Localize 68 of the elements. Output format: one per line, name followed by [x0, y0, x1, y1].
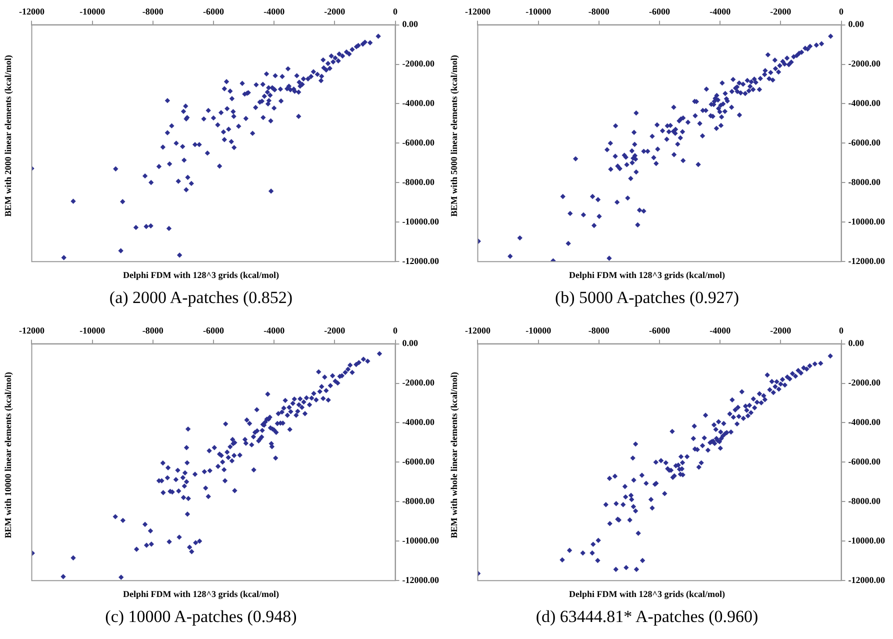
x-tick-label: -6000 [203, 326, 224, 336]
y-tick-label: -6000.00 [402, 138, 435, 148]
text: (b) 5000 A-patches (0.927) [554, 288, 740, 308]
y-tick-label: -6000.00 [402, 456, 435, 467]
x-axis-title: Delphi FDM with 128^3 grids (kcal/mol) [568, 589, 726, 599]
y-tick-label: -4000.00 [848, 98, 881, 108]
y-tick-label: -8000.00 [402, 176, 435, 187]
y-tick-label: -8000.00 [402, 496, 435, 506]
x-tick-label: -6000 [649, 326, 670, 336]
x-tick-label: -12000 [19, 6, 45, 17]
y-tick-label: -8000.00 [848, 496, 881, 506]
y-tick-label: 0.00 [402, 19, 419, 30]
y-tick-label: -10000.00 [848, 535, 886, 546]
x-tick-label: -8000 [588, 326, 610, 336]
x-tick-label: -4000 [264, 6, 286, 17]
x-axis-title: Delphi FDM with 128^3 grids (kcal/mol) [122, 270, 280, 280]
x-tick-label: -8000 [588, 6, 610, 17]
y-tick-label: 0.00 [848, 19, 865, 30]
y-tick-label: -10000.00 [402, 216, 440, 226]
y-axis-title: BEM with 5000 linear elements (kcal/mol) [449, 55, 459, 217]
x-axis-title: Delphi FDM with 128^3 grids (kcal/mol) [568, 270, 726, 280]
x-tick-label: 0 [393, 6, 398, 17]
y-tick-label: -2000.00 [402, 58, 435, 69]
x-tick-label: -2000 [770, 326, 792, 336]
text: (c) 10000 A-patches (0.948) [104, 607, 298, 627]
y-axis-title: BEM with 10000 linear elements (kcal/mol) [3, 372, 13, 538]
x-tick-label: -10000 [526, 6, 552, 17]
x-tick-label: 0 [839, 326, 844, 336]
x-tick-label: -6000 [203, 6, 224, 17]
x-tick-label: 0 [393, 326, 398, 336]
x-tick-label: -8000 [142, 326, 164, 336]
y-tick-label: -8000.00 [848, 176, 881, 187]
x-tick-label: -12000 [19, 326, 45, 336]
x-tick-label: -4000 [264, 326, 286, 336]
text: (d) 63444.81* A-patches (0.960) [534, 607, 760, 627]
y-tick-label: -6000.00 [848, 456, 881, 467]
y-tick-label: -2000.00 [402, 378, 435, 388]
x-tick-label: -4000 [710, 326, 732, 336]
y-tick-label: -12000.00 [402, 574, 440, 585]
x-tick-label: -10000 [526, 326, 552, 336]
y-tick-label: -4000.00 [402, 417, 435, 428]
text: (a) 2000 A-patches (0.852) [108, 288, 294, 308]
y-tick-label: -2000.00 [848, 58, 881, 69]
x-tick-label: 0 [839, 6, 844, 17]
y-axis-title: BEM with 2000 linear elements (kcal/mol) [3, 55, 13, 217]
x-tick-label: -10000 [80, 326, 106, 336]
y-tick-label: 0.00 [848, 338, 865, 348]
y-tick-label: -4000.00 [848, 417, 881, 428]
x-tick-label: -6000 [649, 6, 670, 17]
y-tick-label: -6000.00 [848, 138, 881, 148]
y-tick-label: -12000.00 [848, 574, 886, 585]
y-tick-label: -4000.00 [402, 98, 435, 108]
x-tick-label: -2000 [324, 6, 346, 17]
y-axis-title: BEM with whole linear elements (kcal/mol) [449, 372, 459, 538]
y-tick-label: -12000.00 [402, 256, 440, 266]
x-tick-label: -12000 [465, 326, 491, 336]
x-axis-title: Delphi FDM with 128^3 grids (kcal/mol) [122, 589, 280, 599]
y-tick-label: -10000.00 [848, 216, 886, 226]
x-tick-label: -2000 [770, 6, 792, 17]
x-tick-label: -2000 [324, 326, 346, 336]
x-tick-label: -10000 [80, 6, 106, 17]
x-tick-label: -4000 [710, 6, 732, 17]
y-tick-label: -2000.00 [848, 378, 881, 388]
y-tick-label: 0.00 [402, 338, 419, 348]
x-tick-label: -12000 [465, 6, 491, 17]
y-tick-label: -10000.00 [402, 535, 440, 546]
x-tick-label: -8000 [142, 6, 164, 17]
y-tick-label: -12000.00 [848, 256, 886, 266]
